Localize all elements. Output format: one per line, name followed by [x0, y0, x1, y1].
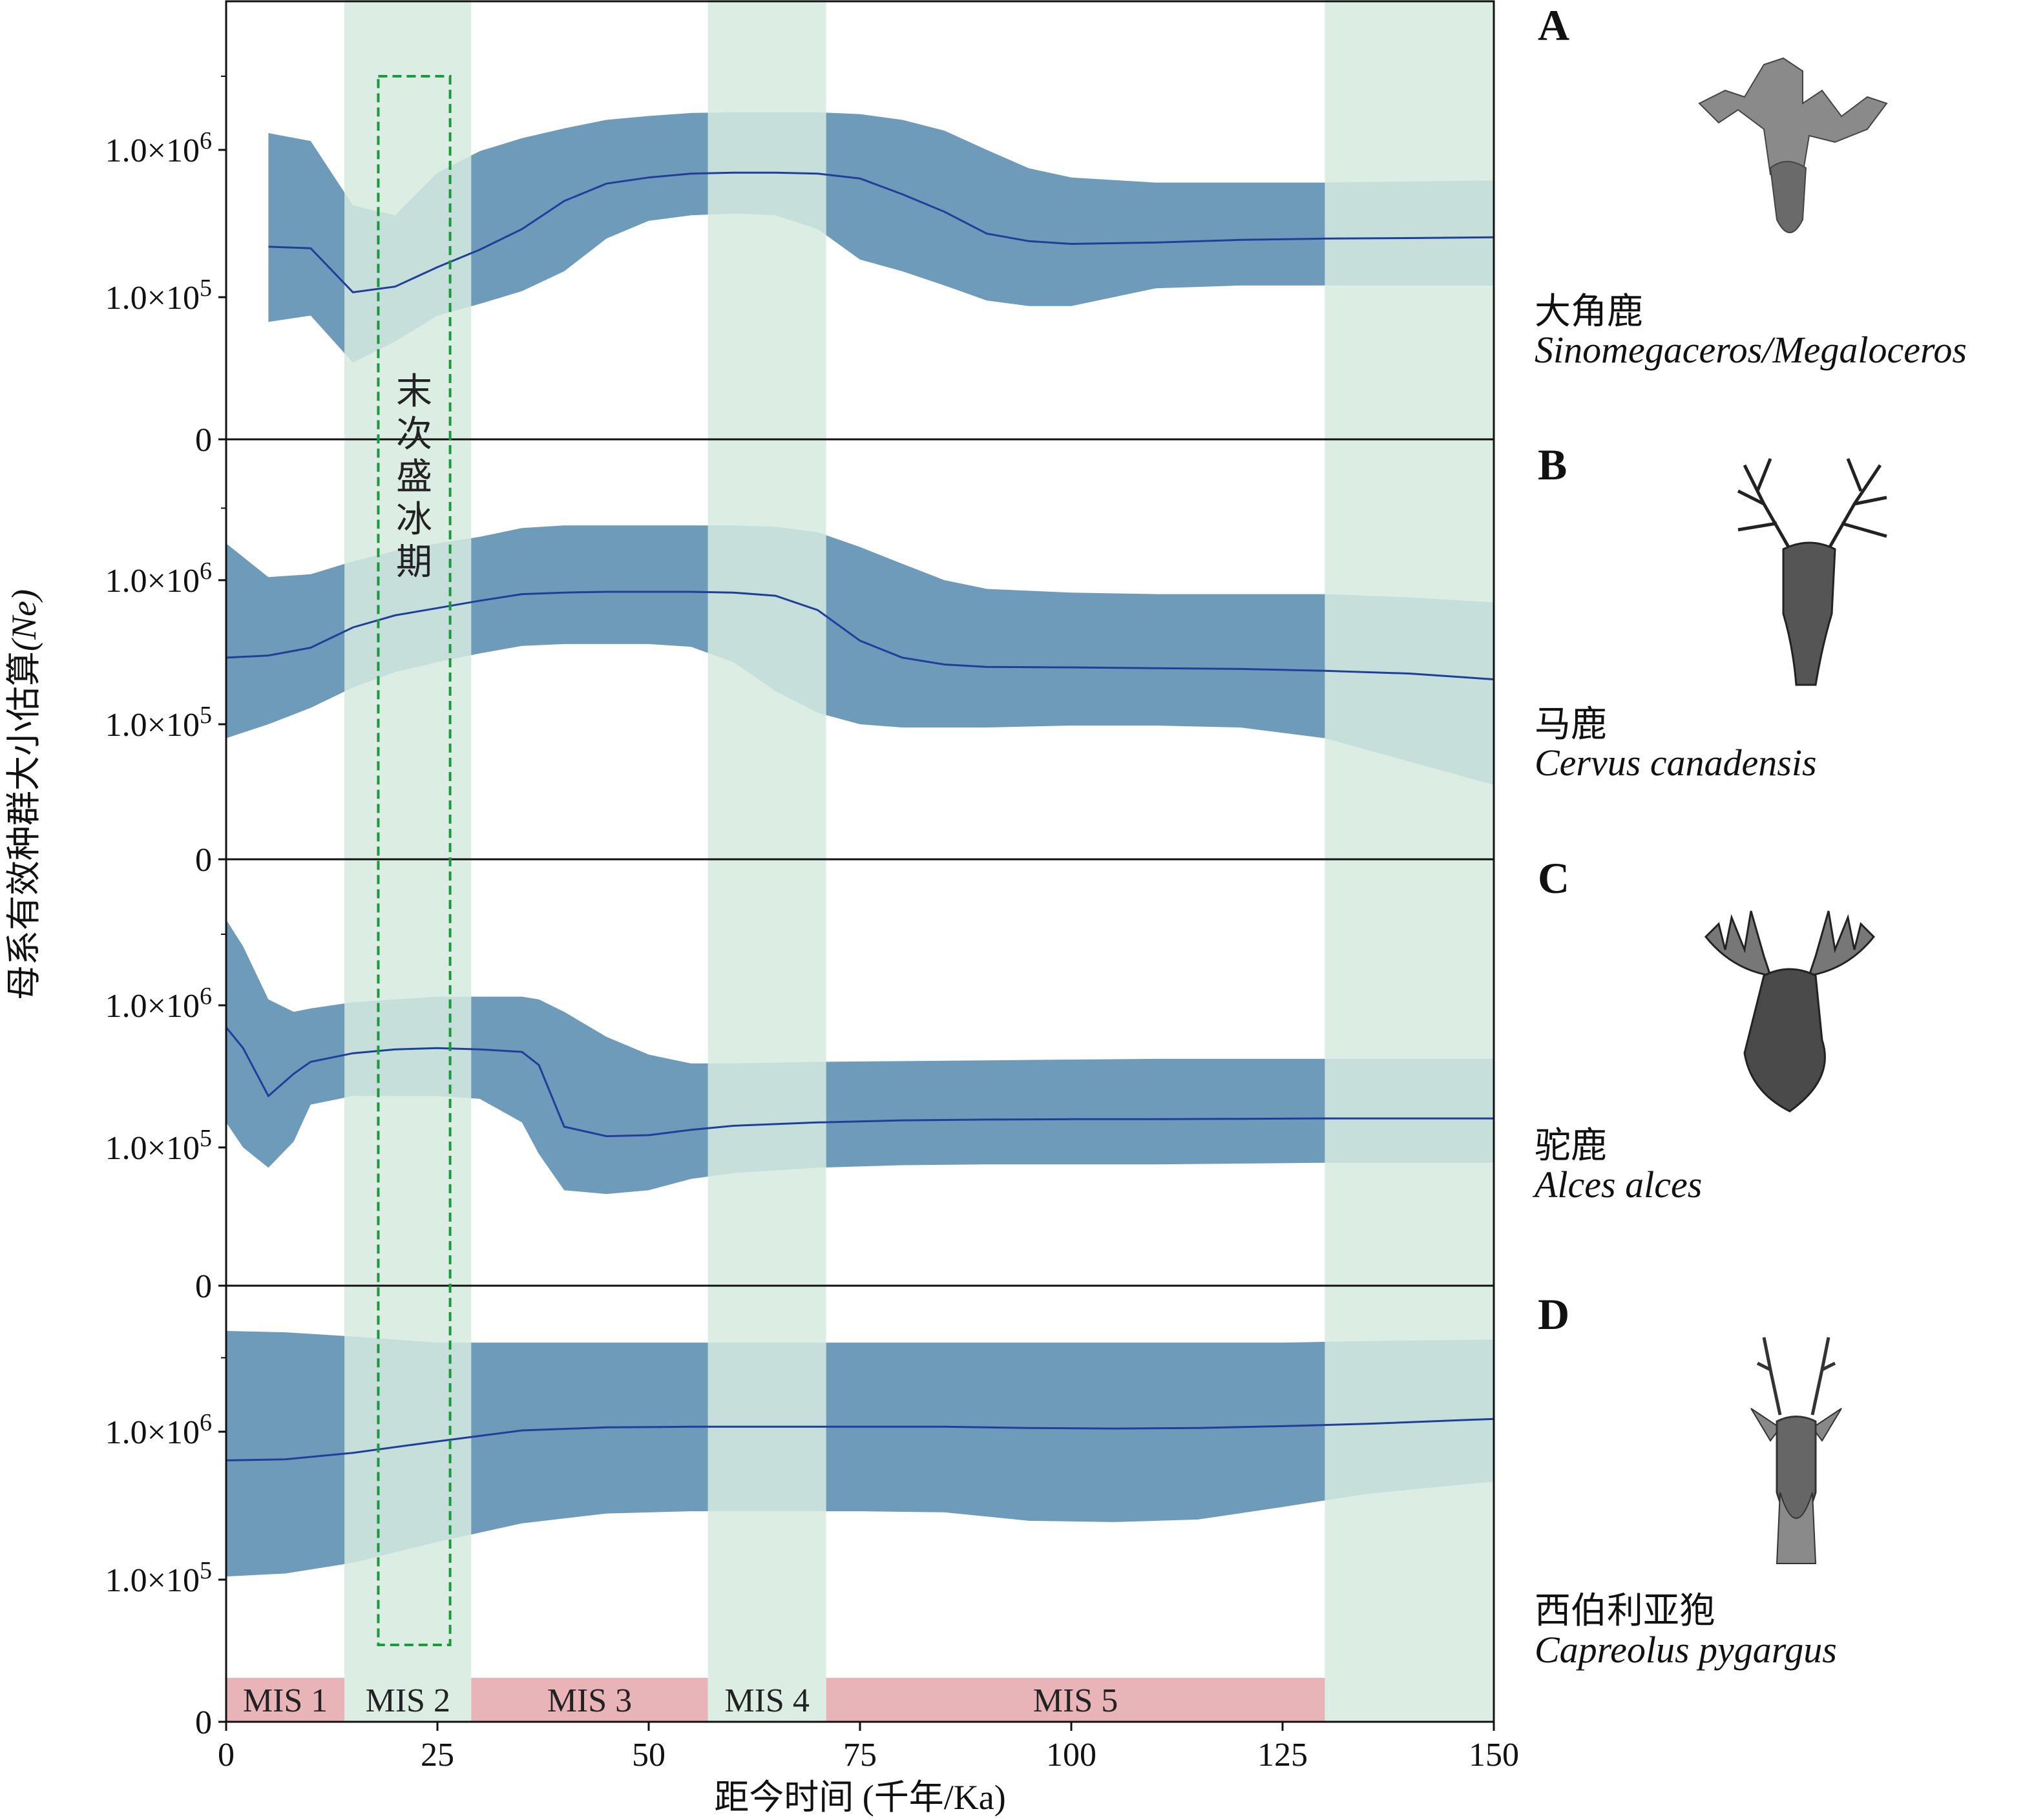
panel-letter-b: B	[1538, 440, 1567, 489]
axes-layer: 0 1.0×105 1.0×106 0 1.0×105 1.0×106 0 1.0×105 1.…	[105, 0, 1519, 1773]
mis-label-3: MIS 3	[547, 1682, 632, 1719]
y-axis-title: 母系有效种群大小估算(Ne)	[5, 589, 43, 1000]
y-tick-label-2-0: 0	[195, 1268, 212, 1305]
x-tick-label-0: 0	[218, 1737, 235, 1773]
mis-stage-3	[471, 1678, 708, 1722]
mis-label-1: MIS 1	[243, 1682, 328, 1719]
panel-letter-c: C	[1538, 853, 1570, 903]
y-tick-label-1-0: 0	[195, 842, 212, 879]
y-tick-label-2-2: 1.0×106	[105, 983, 212, 1025]
x-tick-label-2: 50	[632, 1737, 666, 1773]
species-c-sci: Alces alces	[1535, 1164, 1703, 1206]
species-a-sci: Sinomegaceros/Megaloceros	[1535, 329, 1967, 371]
x-tick-label-4: 100	[1046, 1737, 1096, 1773]
glacial-band-0	[344, 0, 472, 1722]
species-d-sci: Capreolus pygargus	[1535, 1629, 1837, 1671]
lgm-label-char-1: 次	[396, 415, 432, 455]
mis-stage-1	[226, 1678, 345, 1722]
y-tick-label-3-2: 1.0×106	[105, 1409, 212, 1451]
hpd-band-panel-a	[268, 112, 1494, 363]
species-b-sci: Cervus canadensis	[1535, 742, 1817, 784]
lgm-label-char-4: 期	[396, 543, 432, 583]
median-line-layer	[225, 171, 1494, 1461]
glacial-period-layer	[344, 0, 1494, 1722]
panel-letter-a: A	[1538, 1, 1570, 50]
glacial-band-1	[708, 0, 826, 1722]
lgm-label-char-0: 末	[396, 372, 432, 412]
y-tick-label-2-1: 1.0×105	[105, 1125, 212, 1167]
mis-stage-layer: MIS 1 MIS 2 MIS 3 MIS 4 MIS 5	[226, 1678, 1325, 1722]
moose-head-illustration	[1704, 910, 1876, 1113]
y-tick-label-1-2: 1.0×106	[105, 558, 212, 600]
y-tick-label-1-1: 1.0×105	[105, 702, 212, 744]
mis-label-4: MIS 4	[724, 1682, 809, 1719]
x-tick-label-6: 150	[1469, 1737, 1519, 1773]
lgm-box	[377, 75, 452, 1646]
hpd-band-layer	[226, 112, 1494, 1577]
x-tick-label-5: 125	[1257, 1737, 1308, 1773]
x-axis-title: 距今时间 (千年/Ka)	[714, 1778, 1005, 1817]
roe-deer-head-illustration	[1750, 1337, 1842, 1564]
red-deer-head-illustration	[1737, 458, 1887, 686]
median-line-panel-b	[225, 591, 1494, 680]
hpd-band-panel-b	[226, 525, 1494, 785]
y-tick-label-0-1: 1.0×105	[105, 275, 212, 317]
y-tick-label-0-0: 0	[195, 422, 212, 459]
species-a-cn: 大角鹿	[1535, 291, 1643, 333]
species-d-cn: 西伯利亚狍	[1535, 1590, 1715, 1632]
glacial-band-2	[1325, 0, 1494, 1722]
species-c-cn: 驼鹿	[1535, 1125, 1607, 1167]
median-line-panel-c	[225, 1027, 1494, 1138]
y-tick-label-3-1: 1.0×105	[105, 1557, 212, 1599]
lgm-label-char-2: 盛	[396, 457, 432, 497]
mis-label-5: MIS 5	[1033, 1682, 1118, 1719]
species-b-cn: 马鹿	[1535, 704, 1607, 746]
y-tick-label-0-2: 1.0×106	[105, 127, 212, 169]
lgm-label-char-3: 冰	[396, 500, 432, 540]
y-tick-label-3-0: 0	[195, 1704, 212, 1741]
giant-deer-head-illustration	[1698, 57, 1888, 233]
median-line-panel-a	[268, 171, 1494, 293]
mis-stage-5	[826, 1678, 1325, 1722]
median-line-panel-d	[225, 1417, 1494, 1461]
hpd-band-panel-c	[226, 919, 1494, 1195]
hpd-band-panel-d	[226, 1331, 1494, 1577]
x-tick-label-3: 75	[843, 1737, 877, 1773]
panel-letter-d: D	[1538, 1290, 1570, 1339]
mis-label-2: MIS 2	[365, 1682, 450, 1719]
x-tick-label-1: 25	[421, 1737, 454, 1773]
